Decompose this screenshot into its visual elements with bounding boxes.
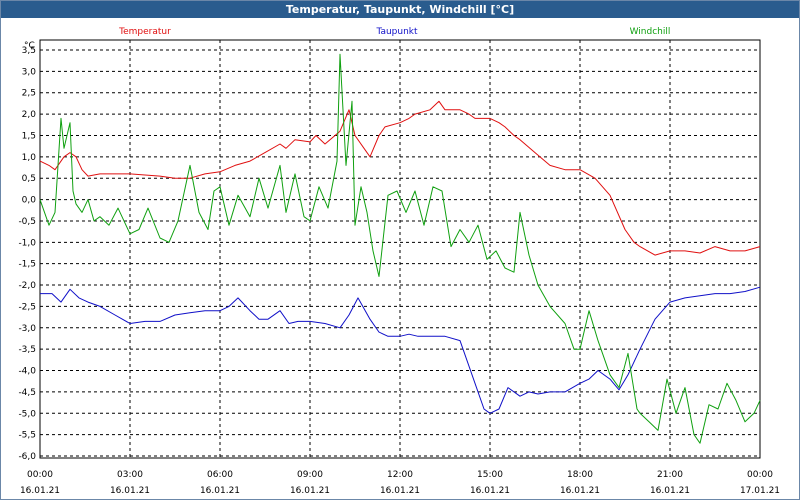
y-tick-label: -0,5	[18, 217, 36, 227]
series-line-temperatur	[39, 100, 761, 256]
y-tick-label: -1,5	[18, 260, 36, 270]
y-tick-label: 0,0	[22, 196, 37, 206]
y-tick-label: -3,5	[18, 345, 36, 355]
x-tick-time: 06:00	[207, 470, 233, 480]
y-axis-label: °C	[24, 41, 35, 51]
x-tick-time: 03:00	[117, 470, 143, 480]
x-tick-time: 09:00	[297, 470, 323, 480]
x-tick-time: 18:00	[567, 470, 593, 480]
x-tick-date: 16.01.21	[650, 486, 690, 496]
legend-windchill: Windchill	[630, 27, 671, 37]
y-tick-label: 2,0	[22, 110, 37, 120]
x-tick-date: 16.01.21	[560, 486, 600, 496]
x-tick-date: 17.01.21	[740, 486, 780, 496]
y-tick-label: 2,5	[22, 89, 36, 99]
x-tick-date: 16.01.21	[110, 486, 150, 496]
y-tick-label: 0,5	[22, 174, 36, 184]
y-tick-label: 1,5	[22, 131, 36, 141]
x-tick-time: 00:00	[27, 470, 53, 480]
y-tick-label: -4,0	[18, 367, 36, 377]
y-tick-label: -5,0	[18, 409, 36, 419]
x-tick-date: 16.01.21	[20, 486, 60, 496]
y-tick-label: -3,0	[18, 324, 36, 334]
x-tick-date: 16.01.21	[380, 486, 420, 496]
x-tick-date: 16.01.21	[290, 486, 330, 496]
y-tick-label: -6,0	[18, 452, 36, 462]
legend-temperatur: Temperatur	[118, 27, 171, 37]
y-tick-label: -2,5	[18, 302, 36, 312]
y-tick-label: -5,5	[18, 431, 36, 441]
window-title: Temperatur, Taupunkt, Windchill [°C]	[1, 1, 799, 18]
x-tick-time: 21:00	[657, 470, 683, 480]
x-tick-time: 00:00	[747, 470, 773, 480]
y-tick-label: 1,0	[22, 153, 37, 163]
x-tick-time: 15:00	[477, 470, 503, 480]
series-line-taupunkt	[40, 286, 761, 414]
x-tick-date: 16.01.21	[200, 486, 240, 496]
y-tick-label: 3,5	[22, 46, 36, 56]
x-tick-date: 16.01.21	[470, 486, 510, 496]
series-line-windchill	[39, 53, 761, 444]
legend-taupunkt: Taupunkt	[375, 27, 418, 37]
y-tick-label: -1,0	[18, 238, 36, 248]
y-tick-label: -4,5	[18, 388, 36, 398]
x-tick-time: 12:00	[387, 470, 413, 480]
y-tick-label: -2,0	[18, 281, 36, 291]
y-tick-label: 3,0	[22, 67, 37, 77]
